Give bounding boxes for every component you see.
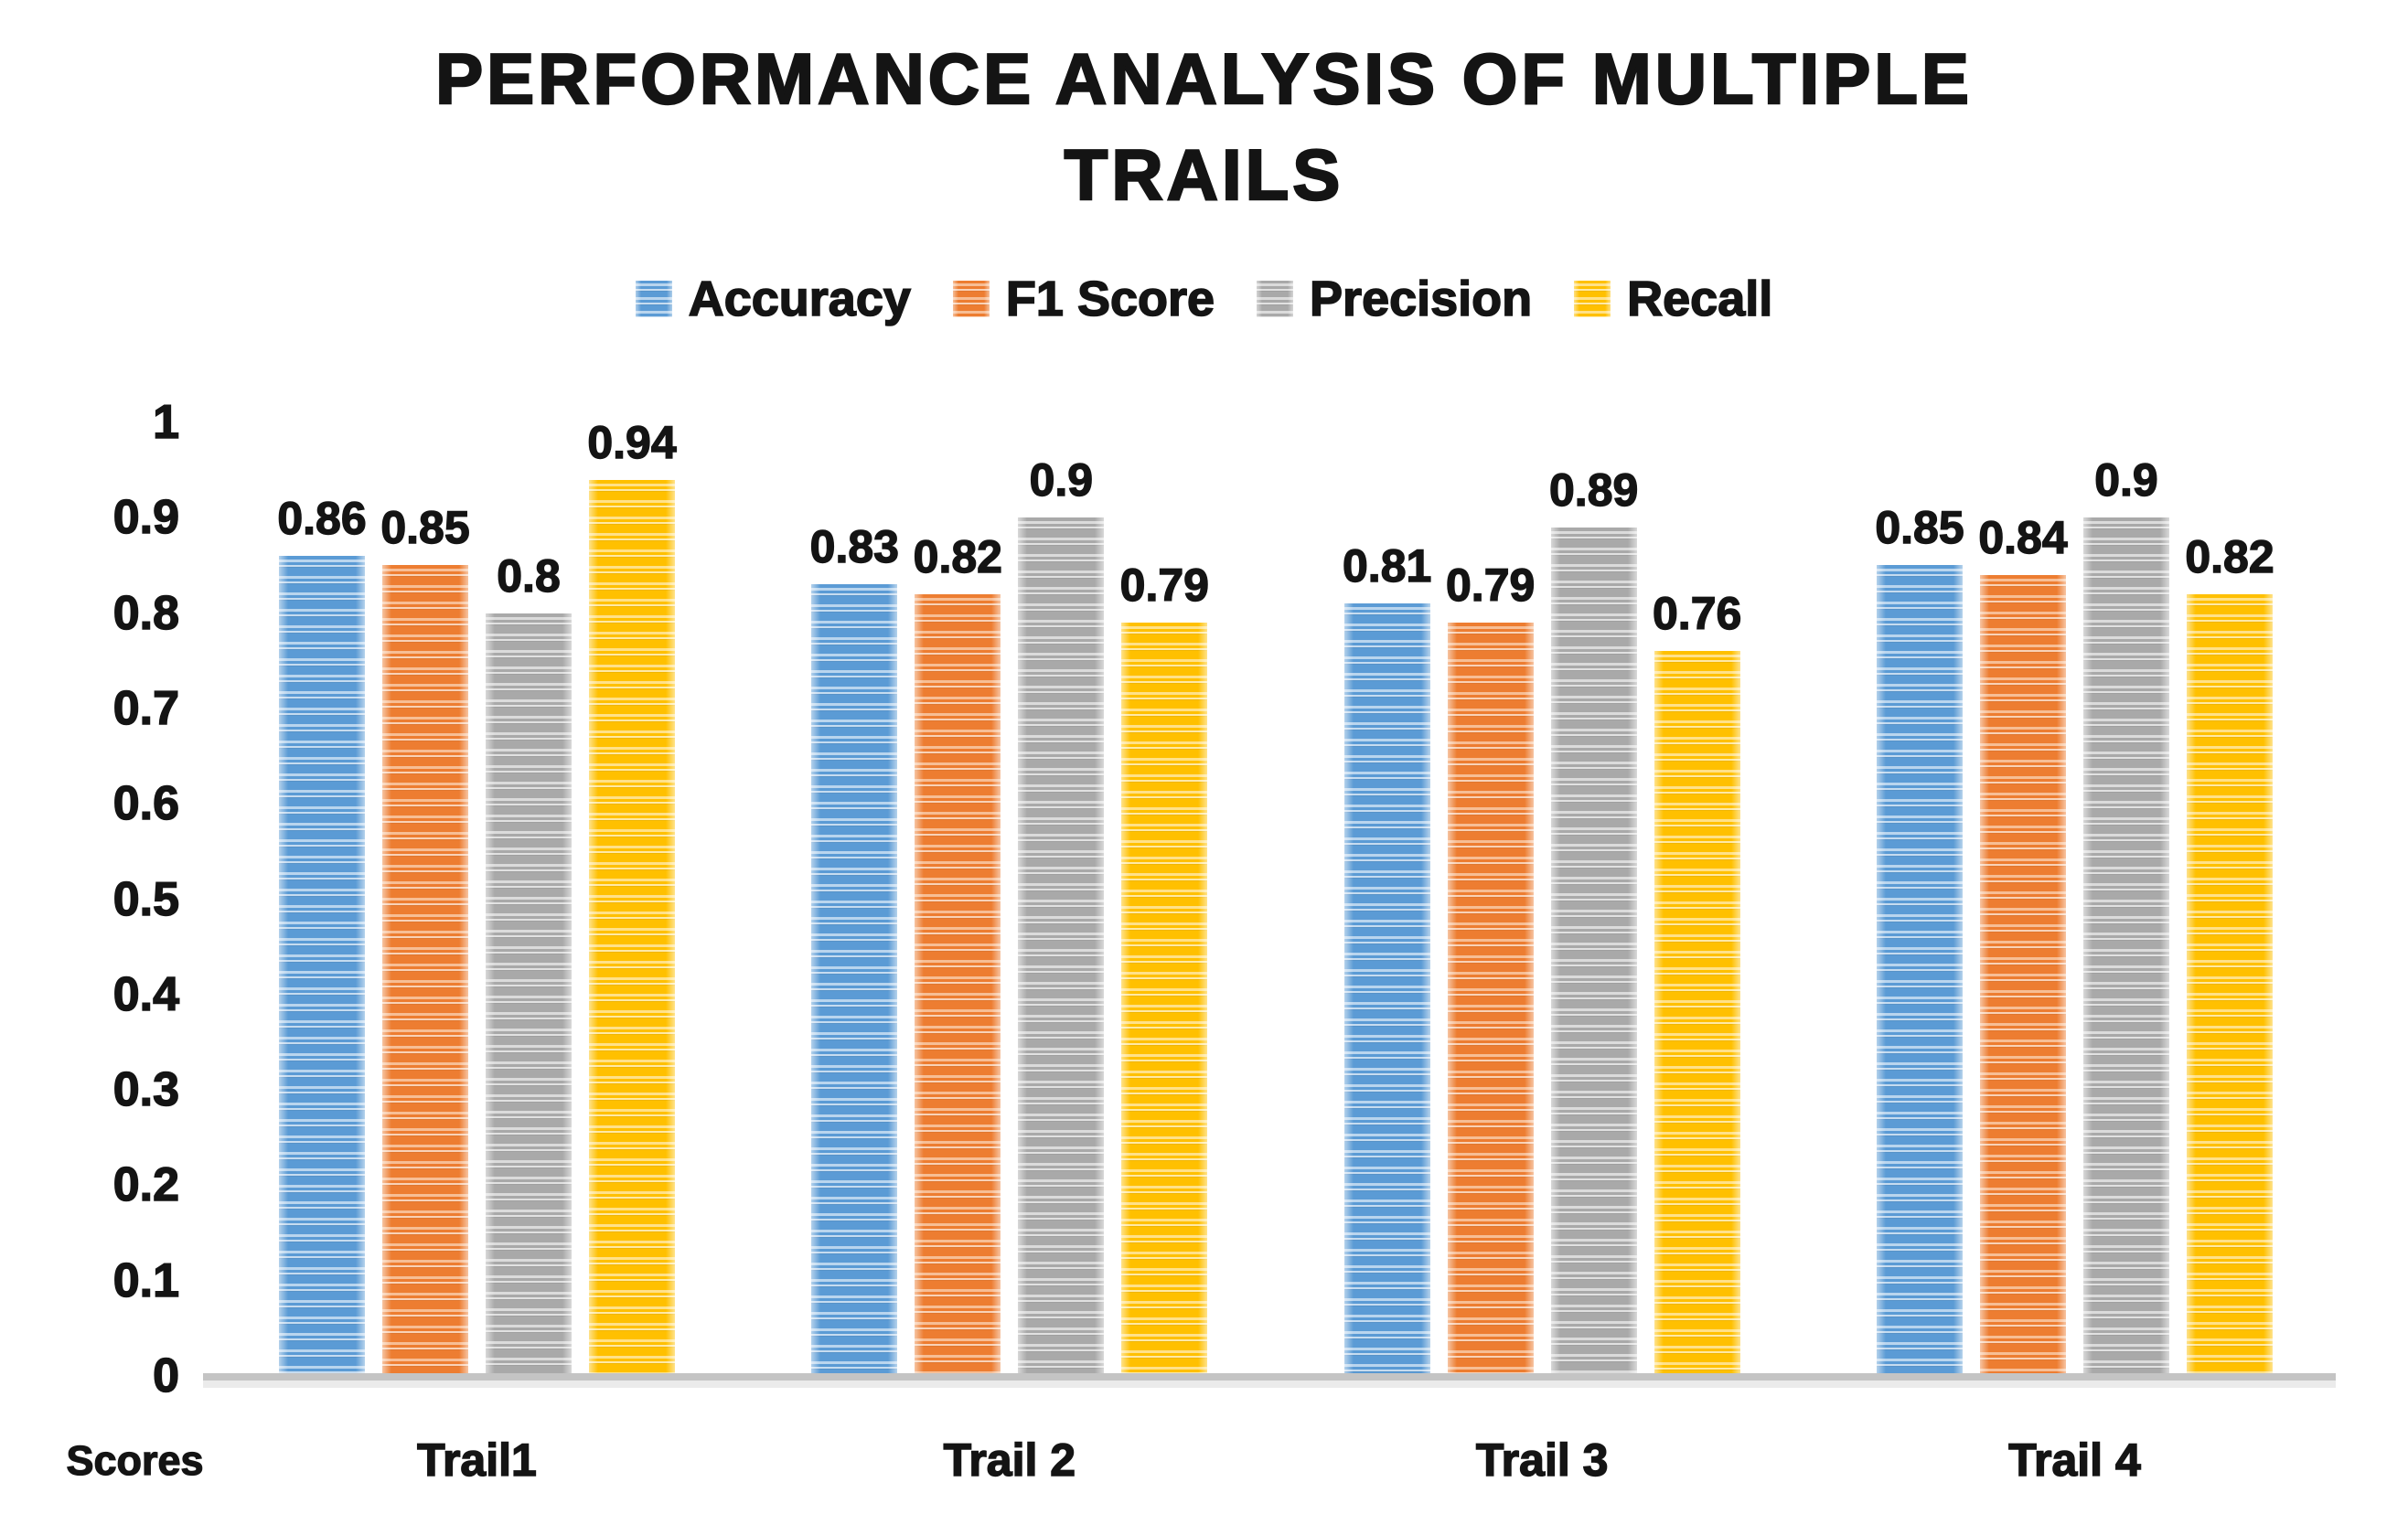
bar-value-accuracy-trail-2: 0.83 <box>809 521 900 573</box>
bar-slot-recall-trail-3: 0.76 <box>1652 422 1742 1376</box>
bar-precision-trail-3 <box>1550 527 1637 1376</box>
y-tick-0.6: 0.6 <box>112 776 180 831</box>
bar-recall-trail-3 <box>1653 651 1740 1376</box>
x-tick-trail-2: Trail 2 <box>943 1434 1076 1487</box>
bar-slot-recall-trail1: 0.94 <box>587 416 678 1376</box>
bar-recall-trail-4 <box>2186 593 2273 1376</box>
x-axis-baseline <box>203 1373 2336 1381</box>
bar-precision-trail-2 <box>1018 517 1105 1376</box>
bar-f1-score-trail-2 <box>915 593 1001 1376</box>
bar-slot-f1-score-trail-2: 0.82 <box>913 422 1003 1376</box>
bar-slot-recall-trail-4: 0.82 <box>2185 422 2275 1376</box>
chart-title-line1: PERFORMANCE ANALYSIS OF MULTIPLE <box>434 37 1973 120</box>
chart-title: PERFORMANCE ANALYSIS OF MULTIPLE TRAILS <box>0 31 2408 223</box>
bar-accuracy-trail-2 <box>811 584 898 1376</box>
bar-value-accuracy-trail-4: 0.85 <box>1875 502 1965 554</box>
y-tick-0.4: 0.4 <box>112 967 180 1022</box>
y-tick-0.8: 0.8 <box>112 586 180 641</box>
bar-value-precision-trail-2: 0.9 <box>1029 454 1094 506</box>
legend-item-precision: Precision <box>1257 271 1533 327</box>
bar-value-precision-trail-3: 0.89 <box>1548 464 1639 516</box>
bar-slot-f1-score-trail1: 0.85 <box>380 422 471 1376</box>
bar-value-f1-score-trail-2: 0.82 <box>913 530 1003 582</box>
bar-slot-accuracy-trail-4: 0.85 <box>1875 422 1965 1376</box>
bar-value-f1-score-trail-4: 0.84 <box>1978 511 2069 563</box>
bar-group-trail-4: 0.85 0.84 0.9 0.82 <box>1875 422 2275 1376</box>
bar-accuracy-trail1 <box>279 556 365 1376</box>
bar-slot-precision-trail-2: 0.9 <box>1018 422 1105 1376</box>
bar-slot-precision-trail-4: 0.9 <box>2082 422 2169 1376</box>
y-tick-0: 0 <box>152 1349 179 1403</box>
bar-value-recall-trail-4: 0.82 <box>2185 530 2275 582</box>
bar-recall-trail-2 <box>1121 623 1208 1376</box>
legend-swatch-precision <box>1257 281 1294 317</box>
bar-f1-score-trail1 <box>382 565 468 1376</box>
legend-label-precision: Precision <box>1309 271 1533 327</box>
bar-value-f1-score-trail1: 0.85 <box>380 502 471 554</box>
bar-f1-score-trail-4 <box>1979 574 2066 1376</box>
bar-precision-trail1 <box>486 613 572 1376</box>
bar-slot-accuracy-trail-2: 0.83 <box>809 422 900 1376</box>
bar-recall-trail1 <box>589 479 675 1376</box>
legend: Accuracy F1 Score Precision Recall <box>0 271 2408 327</box>
bar-group-trail-3: 0.81 0.79 0.89 0.76 <box>1342 422 1742 1376</box>
chart-title-line2: TRAILS <box>1063 133 1344 216</box>
bar-value-accuracy-trail1: 0.86 <box>277 493 368 545</box>
y-axis-caption: Scores <box>66 1436 204 1484</box>
bar-value-recall-trail-3: 0.76 <box>1652 588 1742 640</box>
bar-slot-recall-trail-2: 0.79 <box>1119 422 1210 1376</box>
bar-value-precision-trail1: 0.8 <box>497 549 562 602</box>
bar-value-f1-score-trail-3: 0.79 <box>1445 560 1536 612</box>
bar-slot-precision-trail-3: 0.89 <box>1548 422 1639 1376</box>
bar-slot-accuracy-trail-3: 0.81 <box>1342 422 1432 1376</box>
y-tick-0.5: 0.5 <box>112 872 180 927</box>
y-axis: 1 0.9 0.8 0.7 0.6 0.5 0.4 0.3 0.2 0.1 0 <box>0 395 180 1403</box>
y-tick-0.9: 0.9 <box>112 491 180 546</box>
bar-slot-precision-trail1: 0.8 <box>486 422 572 1376</box>
y-tick-0.7: 0.7 <box>112 681 180 736</box>
bar-accuracy-trail-3 <box>1343 603 1430 1376</box>
bar-value-precision-trail-4: 0.9 <box>2094 454 2159 506</box>
y-tick-0.2: 0.2 <box>112 1158 180 1213</box>
bar-group-trail-2: 0.83 0.82 0.9 0.79 <box>809 422 1210 1376</box>
bar-f1-score-trail-3 <box>1447 623 1534 1376</box>
x-axis: Trail1 Trail 2 Trail 3 Trail 4 <box>219 1434 2332 1487</box>
y-tick-0.1: 0.1 <box>112 1253 180 1308</box>
bar-slot-f1-score-trail-4: 0.84 <box>1978 422 2069 1376</box>
legend-swatch-accuracy <box>635 281 672 317</box>
legend-item-accuracy: Accuracy <box>635 271 912 327</box>
x-tick-trail1: Trail1 <box>416 1434 537 1487</box>
x-tick-trail-3: Trail 3 <box>1475 1434 1609 1487</box>
legend-label-f1-score: F1 Score <box>1005 271 1215 327</box>
bar-slot-accuracy-trail1: 0.86 <box>277 422 368 1376</box>
bar-group-trail1: 0.86 0.85 0.8 0.94 <box>277 416 678 1376</box>
bar-value-recall-trail-2: 0.79 <box>1119 560 1210 612</box>
bar-accuracy-trail-4 <box>1876 565 1963 1376</box>
y-tick-0.3: 0.3 <box>112 1062 180 1117</box>
bar-value-recall-trail1: 0.94 <box>587 416 678 468</box>
legend-label-accuracy: Accuracy <box>688 271 912 327</box>
legend-swatch-f1-score <box>952 281 990 317</box>
legend-item-f1-score: F1 Score <box>952 271 1215 327</box>
legend-item-recall: Recall <box>1574 271 1773 327</box>
legend-label-recall: Recall <box>1626 271 1773 327</box>
plot-area: 0.86 0.85 0.8 0.94 0.83 0.82 0.9 0.79 0.81 0.79 0.… <box>219 416 2332 1376</box>
y-tick-1: 1 <box>152 395 179 450</box>
x-tick-trail-4: Trail 4 <box>2007 1434 2141 1487</box>
bar-slot-f1-score-trail-3: 0.79 <box>1445 422 1536 1376</box>
legend-swatch-recall <box>1574 281 1611 317</box>
bar-value-accuracy-trail-3: 0.81 <box>1342 540 1432 592</box>
bar-precision-trail-4 <box>2082 517 2169 1376</box>
